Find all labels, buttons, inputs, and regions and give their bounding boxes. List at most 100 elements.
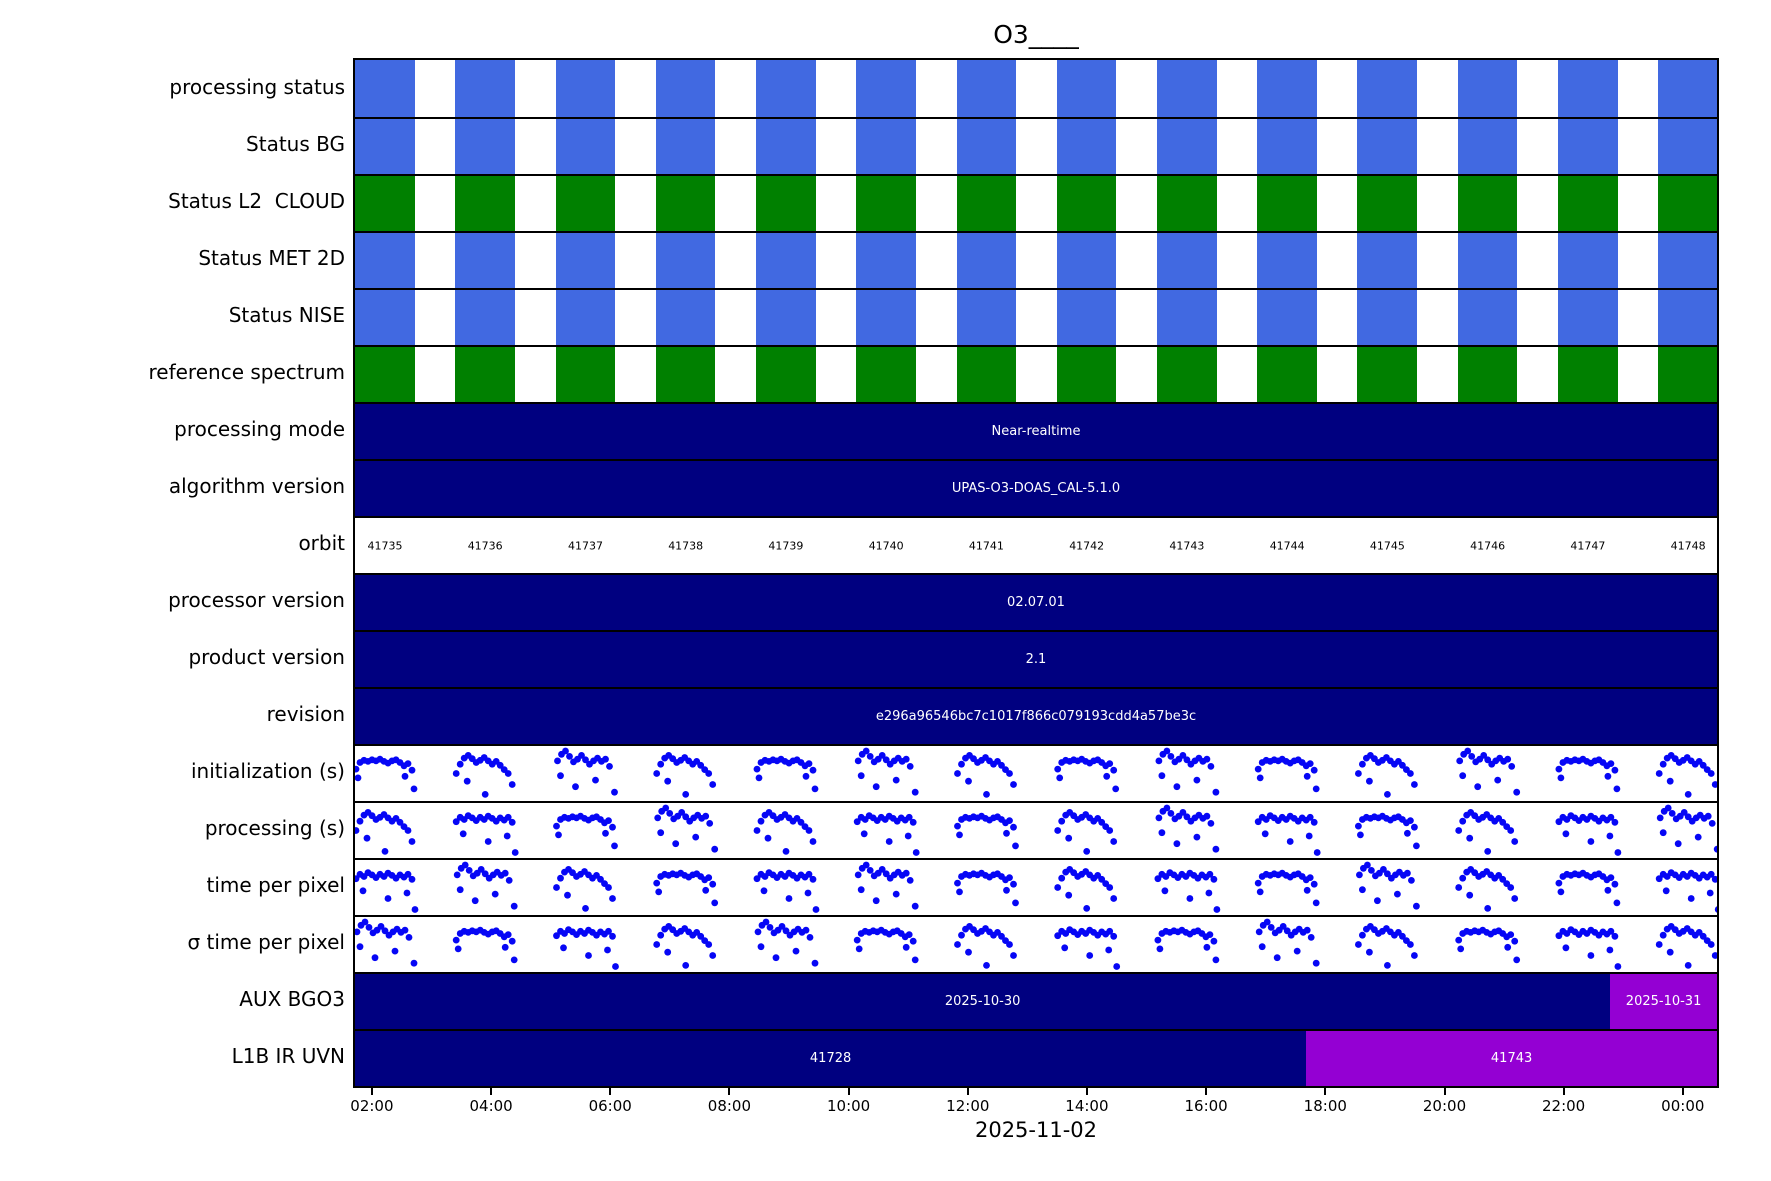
scatter-dot	[1666, 777, 1674, 785]
orbit-number: 41743	[1169, 539, 1205, 552]
scatter-dot	[1161, 887, 1169, 895]
row-reference-spectrum	[355, 345, 1717, 402]
row-initialization	[355, 744, 1717, 801]
scatter-dot	[1655, 770, 1663, 777]
scatter-dot	[954, 770, 961, 777]
scatter-dot	[1155, 814, 1163, 822]
status-bar	[1457, 290, 1518, 345]
tick-mark	[1205, 1088, 1208, 1095]
scatter-dot	[1366, 777, 1373, 785]
status-bar	[1156, 233, 1217, 288]
scatter-dot	[983, 962, 990, 969]
scatter-dot	[1707, 941, 1715, 948]
row-label-time-per-pixel: time per pixel	[206, 872, 345, 897]
scatter-dot	[657, 829, 665, 837]
scatter-dot	[1303, 772, 1311, 780]
status-bar	[355, 347, 415, 402]
scatter-dot	[1555, 818, 1563, 826]
scatter-dot	[906, 763, 914, 770]
scatter-dot	[1557, 888, 1565, 896]
status-bar	[555, 347, 616, 402]
scatter-dot	[1611, 818, 1619, 826]
scatter-dot	[557, 772, 564, 780]
scatter-dot	[1457, 945, 1465, 953]
status-bar	[1557, 233, 1618, 288]
scatter-dot	[809, 766, 817, 774]
scatter-dot	[1557, 774, 1565, 782]
scatter-dot	[1404, 829, 1411, 837]
scatter-dot	[911, 956, 919, 964]
scatter-dot	[501, 869, 509, 877]
scatter-dot	[403, 889, 411, 897]
scatter-dot	[905, 813, 913, 821]
scatter-dot	[355, 765, 360, 773]
scatter-dot	[812, 906, 820, 913]
tick-mark	[1681, 1088, 1684, 1095]
scatter-dot	[1680, 809, 1688, 816]
scatter-dot	[872, 783, 880, 791]
scatter-dot	[401, 772, 409, 780]
scatter-dot	[1613, 899, 1621, 907]
scatter-dot	[1607, 760, 1615, 767]
scatter-dot	[1484, 756, 1492, 764]
scatter-dot	[809, 838, 817, 845]
scatter-dot	[609, 895, 616, 902]
scatter-dot	[553, 932, 560, 940]
scatter-dot	[1655, 875, 1663, 883]
scatter-dot	[1562, 944, 1570, 952]
scatter-dot	[755, 774, 763, 782]
row-revision: e296a96546bc7c1017f866c079193cdd4a57be3c	[355, 687, 1717, 744]
scatter-dot	[1106, 884, 1114, 891]
scatter-dot	[1507, 884, 1515, 891]
scatter-dot	[766, 924, 774, 931]
scatter-dot	[1659, 931, 1667, 939]
status-bar	[1156, 176, 1217, 231]
status-bar	[655, 176, 716, 231]
scatter-dot	[1364, 861, 1371, 869]
scatter-dot	[909, 937, 917, 945]
scatter-dot	[401, 926, 409, 934]
scatter-dot	[1058, 817, 1066, 825]
scatter-dot	[785, 895, 793, 902]
scatter-dot	[1207, 820, 1215, 827]
scatter-dot	[702, 886, 710, 894]
status-bar	[455, 119, 515, 174]
scatter-dot	[1158, 772, 1166, 780]
scatter-dot	[1655, 941, 1663, 948]
scatter-dot	[1684, 791, 1692, 798]
scatter-dot	[1407, 941, 1414, 948]
scatter-dot	[862, 747, 870, 755]
row-label-status-bg: Status BG	[246, 131, 345, 156]
scatter-dot	[606, 763, 613, 770]
scatter-dot	[1399, 932, 1406, 940]
status-bar	[355, 290, 415, 345]
status-bar	[856, 176, 916, 231]
status-bar	[455, 60, 515, 117]
scatter-dot	[454, 945, 462, 953]
status-bar	[1658, 233, 1717, 288]
scatter-dot	[958, 760, 965, 768]
scatter-dot	[653, 770, 661, 777]
scatter-dot	[582, 905, 589, 912]
row-label-l1b-ir-uvn: L1B IR UVN	[231, 1043, 345, 1068]
status-bar	[655, 347, 716, 402]
segment-aux-bgo3: 2025-10-31	[1610, 974, 1717, 1029]
scatter-dot	[1606, 832, 1614, 840]
scatter-dot	[1010, 781, 1017, 788]
status-bar	[756, 290, 816, 345]
scatter-dot	[1312, 785, 1320, 793]
row-status-nise	[355, 288, 1717, 345]
scatter-dot	[602, 755, 609, 763]
scatter-dot	[682, 813, 690, 821]
scatter-dot	[998, 932, 1005, 940]
scatter-dot	[1459, 874, 1467, 882]
status-bar	[355, 119, 415, 174]
scatter-dot	[757, 943, 765, 951]
row-label-status-met-2d: Status MET 2D	[198, 245, 345, 270]
scatter-dot	[778, 923, 786, 930]
scatter-dot	[1273, 954, 1281, 962]
scatter-dot	[805, 870, 813, 878]
scatter-dot	[1507, 931, 1515, 938]
scatter-dot	[1384, 791, 1391, 798]
status-bar	[856, 233, 916, 288]
